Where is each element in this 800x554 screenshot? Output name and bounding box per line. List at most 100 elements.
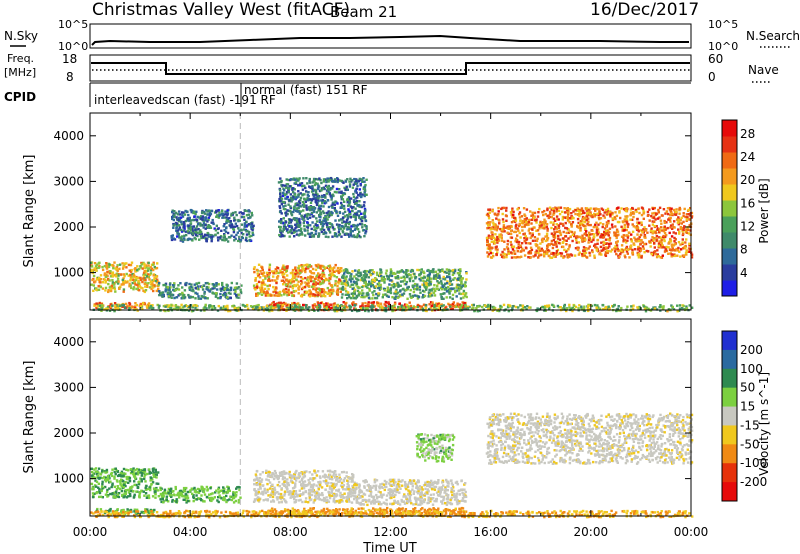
power-heatmap-cell (631, 248, 634, 252)
power-heatmap-cell (207, 286, 210, 289)
power-heatmap-cell (202, 284, 205, 287)
power-heatmap-cell (428, 280, 431, 284)
power-heatmap-cell (365, 294, 368, 298)
power-heatmap-cell (431, 268, 435, 272)
power-heatmap-cell (304, 234, 307, 237)
power-heatmap-cell (626, 252, 629, 255)
power-heatmap-cell (365, 292, 368, 295)
power-heatmap-cell (149, 272, 153, 275)
power-heatmap-cell (512, 210, 515, 214)
power-heatmap-cell (541, 240, 544, 244)
power-heatmap-cell (293, 229, 296, 232)
power-heatmap-cell (180, 235, 184, 238)
power-heatmap-cell (563, 211, 567, 214)
power-heatmap-cell (291, 302, 294, 305)
power-heatmap-cell (161, 295, 164, 298)
power-heatmap-cell (221, 209, 224, 213)
power-heatmap-cell (608, 236, 612, 240)
power-heatmap-cell (358, 177, 361, 181)
power-heatmap-cell (308, 289, 311, 292)
power-heatmap-cell (140, 263, 144, 266)
power-heatmap-cell (443, 270, 447, 274)
power-heatmap-cell (308, 270, 312, 273)
power-heatmap-cell (326, 185, 329, 189)
power-heatmap-cell (643, 242, 646, 246)
power-heatmap-cell (187, 293, 190, 297)
power-heatmap-cell (286, 279, 289, 282)
power-heatmap-cell (199, 230, 203, 234)
power-heatmap-cell (371, 272, 375, 275)
power-heatmap-cell (649, 245, 652, 248)
power-heatmap-cell (90, 283, 93, 286)
power-heatmap-cell (287, 292, 291, 295)
power-heatmap-cell (537, 251, 540, 255)
power-heatmap-cell (204, 216, 208, 219)
power-heatmap-cell (109, 303, 112, 306)
power-heatmap-cell (488, 244, 491, 247)
power-heatmap-cell (596, 242, 599, 245)
power-heatmap-cell (303, 205, 306, 208)
power-heatmap-cell (429, 295, 432, 298)
power-heatmap-cell (214, 295, 218, 298)
power-heatmap-cell (319, 266, 322, 269)
power-heatmap-cell (172, 285, 175, 289)
power-heatmap-cell (423, 276, 426, 279)
power-heatmap-cell (416, 286, 419, 290)
power-heatmap-cell (403, 279, 406, 282)
power-heatmap-cell (497, 206, 500, 210)
power-heatmap-cell (631, 252, 634, 255)
power-heatmap-cell (387, 301, 390, 304)
power-heatmap-cell (377, 281, 381, 285)
power-heatmap-cell (106, 270, 109, 274)
power-heatmap-cell (561, 237, 565, 240)
power-heatmap-cell (486, 240, 489, 244)
power-heatmap-cell (228, 216, 231, 220)
power-heatmap-cell (111, 281, 115, 284)
power-heatmap-cell (495, 245, 498, 248)
power-heatmap-cell (453, 269, 457, 273)
power-heatmap-cell (366, 270, 369, 273)
power-heatmap-cell (190, 283, 193, 286)
power-heatmap-cell (299, 269, 302, 272)
power-heatmap-cell (215, 293, 218, 297)
power-heatmap-cell (352, 223, 355, 227)
power-heatmap-cell (113, 286, 116, 289)
power-heatmap-cell (641, 230, 644, 234)
power-heatmap-cell (299, 276, 303, 279)
power-heatmap-cell (307, 199, 310, 202)
power-heatmap-cell (650, 214, 653, 218)
power-heatmap-cell (586, 212, 589, 215)
power-heatmap-cell (295, 308, 298, 311)
power-heatmap-cell (441, 269, 444, 273)
power-heatmap-cell (633, 248, 637, 251)
power-heatmap-cell (201, 288, 205, 291)
power-heatmap-cell (373, 290, 376, 293)
power-heatmap-cell (637, 239, 641, 243)
power-heatmap-cell (207, 282, 211, 286)
power-heatmap-cell (413, 272, 416, 276)
power-heatmap-cell (395, 284, 398, 287)
power-heatmap-cell (104, 289, 107, 292)
power-heatmap-cell (99, 281, 102, 284)
power-heatmap-cell (194, 212, 197, 216)
power-heatmap-cell (631, 206, 634, 210)
power-heatmap-cell (625, 221, 629, 224)
power-heatmap-cell (394, 290, 397, 293)
power-heatmap-cell (287, 231, 290, 234)
power-heatmap-cell (326, 179, 329, 182)
power-heatmap-cell (599, 245, 603, 249)
power-heatmap-cell (321, 224, 325, 228)
power-heatmap-cell (301, 193, 304, 196)
power-heatmap-cell (331, 292, 334, 295)
power-heatmap-cell (122, 282, 125, 286)
power-heatmap-cell (525, 208, 529, 211)
power-heatmap-cell (329, 275, 333, 278)
power-heatmap-cell (297, 178, 300, 181)
power-heatmap-cell (202, 226, 205, 229)
power-heatmap-cell (445, 282, 449, 285)
power-heatmap-cell (411, 285, 415, 288)
power-heatmap-cell (355, 273, 358, 276)
power-heatmap-cell (329, 266, 332, 269)
power-heatmap-cell (226, 220, 230, 223)
